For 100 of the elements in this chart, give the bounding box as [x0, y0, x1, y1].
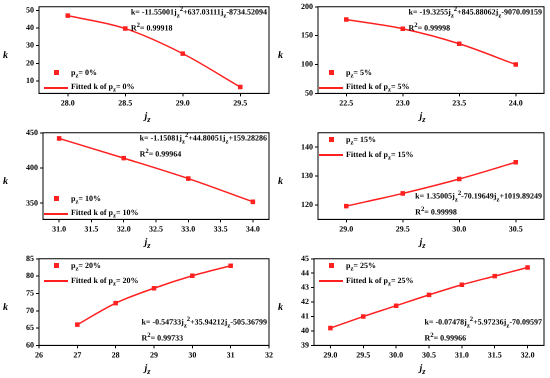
point — [250, 200, 256, 204]
legend-label: Fitted k of p$_{z}$= 0% — [71, 82, 135, 94]
y-tick-label: 40 — [301, 326, 309, 336]
point — [186, 176, 191, 181]
y-tick-label: 50 — [26, 5, 34, 14]
y-tick-label: 39 — [301, 340, 309, 350]
legend-label: p$_{z}$= 10% — [71, 194, 101, 206]
annotation: R$^{2}$= 0.99918 — [130, 21, 174, 34]
y-tick-label: 100 — [301, 60, 313, 69]
point — [152, 286, 156, 291]
y-tick-label: 140 — [301, 142, 313, 152]
point — [328, 326, 333, 330]
point — [456, 41, 462, 46]
y-tick-label: 120 — [301, 200, 313, 210]
x-axis-title: j$_{z}$ — [417, 363, 427, 378]
x-axis-title: j$_{z}$ — [417, 111, 427, 126]
x-tick-label: 29.0 — [339, 224, 354, 234]
legend-label: p$_{z}$= 5% — [346, 68, 372, 80]
x-axis-title: j$_{z}$ — [142, 111, 152, 126]
y-tick-label: 20 — [26, 58, 34, 68]
point — [400, 26, 406, 32]
y-tick-label: 60 — [26, 340, 34, 350]
y-axis-title: k — [278, 176, 283, 187]
point — [492, 274, 497, 278]
annotation: R$^{2}$= 0.99966 — [424, 331, 468, 344]
point — [122, 26, 128, 31]
legend-label: Fitted k of p$_{z}$= 25% — [346, 276, 414, 288]
point — [180, 51, 186, 56]
y-tick-label: 40 — [26, 23, 34, 32]
point — [56, 136, 62, 141]
x-axis-title: j$_{z}$ — [142, 363, 152, 378]
x-tick-label: 28 — [112, 350, 120, 360]
annotation: R$^{2}$= 0.99733 — [141, 331, 184, 344]
x-tick-label: 29.5 — [233, 98, 248, 108]
x-tick-label: 30.5 — [422, 350, 436, 360]
point — [65, 13, 70, 18]
y-tick-label: 450 — [26, 128, 38, 137]
point — [344, 204, 349, 208]
x-tick-label: 31 — [226, 350, 235, 360]
x-axis-title: j$_{z}$ — [417, 237, 427, 252]
x-tick-label: 34.0 — [246, 224, 260, 234]
x-tick-label: 33.5 — [214, 224, 228, 234]
annotation: k= 1.35005j$_{z}$$^{2}$-70.19649j$_{z}$+1019.89249 — [415, 189, 542, 206]
point — [456, 176, 462, 182]
y-tick-label: 75 — [26, 288, 34, 298]
y-axis-title: k — [3, 176, 8, 187]
x-axis-title: j$_{z}$ — [142, 237, 152, 252]
y-tick-label: 41 — [301, 312, 309, 321]
x-tick-label: 23.5 — [452, 98, 466, 108]
x-tick-label: 23.0 — [396, 98, 410, 108]
x-tick-label: 30 — [188, 350, 196, 360]
y-tick-label: 80 — [26, 271, 34, 280]
y-tick-label: 70 — [26, 306, 34, 315]
y-tick-label: 65 — [26, 323, 34, 332]
y-tick-label: 150 — [301, 30, 313, 40]
legend-label: p$_{z}$= 25% — [346, 261, 376, 273]
point — [400, 191, 406, 196]
point — [525, 265, 530, 270]
point — [113, 300, 118, 306]
point — [394, 303, 398, 308]
y-tick-label: 43 — [301, 282, 309, 292]
x-tick-label: 28.5 — [118, 98, 132, 108]
y-tick-label: 400 — [26, 163, 38, 172]
point — [344, 17, 349, 22]
legend-label: Fitted k of p$_{z}$= 5% — [346, 82, 410, 94]
legend-label: Fitted k of p$_{z}$= 20% — [71, 276, 139, 288]
x-tick-label: 30.5 — [508, 224, 523, 234]
legend-label: p$_{z}$= 20% — [71, 261, 101, 273]
x-tick-label: 32.0 — [520, 350, 535, 360]
x-tick-label: 31.0 — [454, 350, 469, 360]
y-axis-title: k — [3, 302, 8, 313]
annotation: R$^{2}$= 0.99964 — [140, 147, 182, 160]
point — [426, 292, 432, 298]
y-tick-label: 45 — [301, 254, 309, 263]
x-tick-label: 31.5 — [488, 350, 502, 360]
point — [460, 282, 464, 288]
x-tick-label: 31.0 — [52, 224, 66, 234]
legend-label: Fitted k of p$_{z}$= 15% — [346, 150, 414, 162]
point — [228, 263, 233, 268]
annotation: k= -0.07478j$_{z}$$^{2}$+5.97236j$_{z}$-70.09597 — [424, 315, 542, 332]
y-tick-label: 200 — [301, 2, 313, 11]
y-axis-title: k — [3, 50, 8, 61]
y-tick-label: 42 — [301, 297, 309, 306]
y-tick-label: 10 — [26, 76, 34, 86]
y-axis-title: k — [278, 302, 283, 313]
y-tick-label: 85 — [26, 254, 34, 263]
point — [190, 274, 195, 278]
x-tick-label: 29.0 — [176, 98, 190, 108]
annotation: R$^{2}$= 0.99998 — [415, 205, 458, 218]
x-tick-label: 30.0 — [452, 224, 466, 234]
x-tick-label: 32 — [265, 350, 273, 360]
x-tick-label: 30.0 — [389, 350, 404, 360]
point — [238, 84, 243, 90]
point — [361, 314, 366, 319]
legend-label: Fitted k of p$_{z}$= 10% — [71, 208, 139, 220]
y-tick-label: 50 — [305, 88, 313, 98]
y-tick-label: 44 — [301, 268, 309, 278]
annotation: k= -0.54733j$_{z}$$^{2}$+35.94212j$_{z}$-505.36799 — [141, 315, 267, 332]
point — [75, 322, 80, 327]
x-tick-label: 33.0 — [181, 224, 196, 234]
